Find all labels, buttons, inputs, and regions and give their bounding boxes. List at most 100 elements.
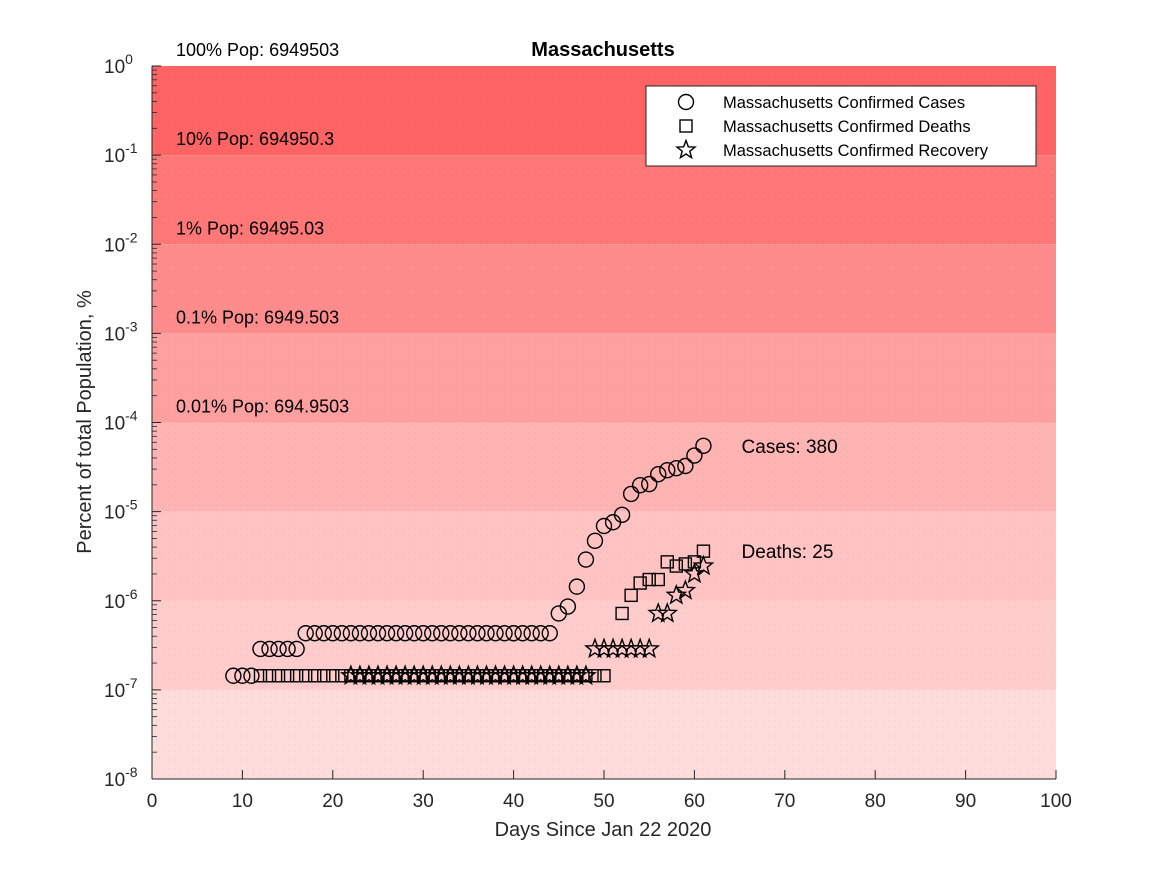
star-marker bbox=[638, 637, 661, 659]
square-marker bbox=[253, 669, 268, 683]
data-annotation: Deaths: 25 bbox=[742, 542, 834, 563]
legend: Massachusetts Confirmed Cases Massachuset… bbox=[645, 85, 1037, 167]
y-tick-label: 10-4 bbox=[104, 408, 138, 435]
annotations: Cases: 380 Deaths: 25 bbox=[742, 437, 838, 563]
x-axis-label: Days Since Jan 22 2020 bbox=[495, 819, 712, 841]
circle-marker bbox=[451, 625, 468, 642]
star-marker bbox=[574, 664, 597, 686]
square-marker bbox=[624, 588, 638, 603]
x-axis-ticks: 0 10 20 30 40 50 60 70 80 90 100 bbox=[147, 770, 1072, 812]
x-tick-label: 80 bbox=[865, 791, 886, 812]
legend-box bbox=[645, 85, 1037, 167]
y-tick-label: 10-5 bbox=[104, 497, 138, 524]
circle-marker bbox=[324, 625, 341, 642]
population-band-label: 0.01% Pop: 694.9503 bbox=[176, 397, 349, 417]
x-tick-label: 10 bbox=[232, 791, 253, 812]
data-annotation: Cases: 380 bbox=[742, 437, 838, 458]
x-tick-label: 60 bbox=[684, 791, 705, 812]
chart-title: Massachusetts bbox=[531, 39, 674, 61]
circle-marker bbox=[225, 667, 242, 684]
circle-marker bbox=[559, 598, 577, 615]
circle-marker bbox=[695, 437, 712, 455]
circle-marker bbox=[297, 625, 314, 642]
y-tick-label: 100 bbox=[104, 51, 133, 78]
x-tick-label: 40 bbox=[503, 791, 524, 812]
circle-marker bbox=[622, 485, 640, 503]
x-tick-label: 0 bbox=[147, 791, 158, 812]
series-star bbox=[339, 554, 715, 686]
circle-marker bbox=[405, 625, 423, 642]
square-marker bbox=[308, 669, 322, 683]
circle-marker bbox=[487, 625, 504, 642]
circle-marker bbox=[496, 625, 513, 642]
x-tick-label: 100 bbox=[1040, 791, 1072, 812]
circle-marker bbox=[586, 532, 604, 550]
data-series bbox=[225, 437, 715, 686]
circle-marker bbox=[469, 625, 486, 642]
x-tick-label: 70 bbox=[774, 791, 795, 812]
population-band-label: 1% Pop: 69495.03 bbox=[176, 218, 324, 238]
square-marker bbox=[660, 555, 674, 569]
population-band-texture bbox=[152, 689, 1056, 779]
circle-marker bbox=[351, 625, 369, 642]
circle-marker bbox=[243, 667, 260, 684]
square-marker bbox=[588, 669, 602, 683]
y-tick-label: 10-7 bbox=[104, 675, 138, 702]
square-marker bbox=[615, 606, 629, 621]
population-band-label: 100% Pop: 6949503 bbox=[176, 40, 339, 60]
population-band-texture bbox=[152, 155, 1056, 245]
circle-marker bbox=[342, 625, 360, 642]
circle-marker bbox=[396, 625, 414, 642]
series-circle bbox=[225, 437, 712, 684]
circle-marker bbox=[378, 625, 396, 642]
square-marker bbox=[678, 557, 693, 571]
legend-square-marker bbox=[679, 119, 693, 133]
y-tick-label: 10-2 bbox=[104, 229, 138, 256]
population-band-texture bbox=[152, 244, 1056, 334]
square-marker bbox=[335, 669, 349, 683]
circle-marker bbox=[252, 640, 269, 658]
circle-marker bbox=[568, 578, 586, 595]
y-axis-label: Percent of total Population, % bbox=[74, 290, 96, 554]
square-marker bbox=[326, 669, 340, 683]
y-tick-label: 10-1 bbox=[104, 140, 138, 167]
circle-marker bbox=[514, 625, 531, 642]
circle-marker bbox=[460, 625, 477, 642]
circle-marker bbox=[613, 506, 631, 524]
star-marker bbox=[656, 601, 679, 623]
square-marker bbox=[280, 669, 295, 683]
legend-circle-marker bbox=[677, 93, 695, 111]
y-tick-label: 10-6 bbox=[104, 586, 138, 613]
circle-marker bbox=[523, 625, 540, 642]
circle-marker bbox=[315, 625, 332, 642]
population-band-labels: 100% Pop: 6949503 10% Pop: 694950.3 1% Pop… bbox=[176, 40, 349, 417]
circle-marker bbox=[532, 625, 549, 642]
star-marker bbox=[674, 579, 697, 600]
star-marker bbox=[692, 554, 715, 576]
circle-marker bbox=[288, 640, 305, 658]
circle-marker bbox=[631, 476, 649, 494]
square-marker bbox=[633, 576, 647, 590]
legend-star-marker bbox=[675, 138, 697, 160]
x-tick-label: 30 bbox=[413, 791, 434, 812]
y-tick-label: 10-3 bbox=[104, 318, 138, 345]
circle-marker bbox=[234, 667, 251, 684]
y-axis-ticks: 10-8 10-7 10-6 10-5 10-4 10-3 10-2 10-1 100 bbox=[104, 51, 161, 791]
x-tick-label: 20 bbox=[322, 791, 343, 812]
population-band-texture bbox=[152, 422, 1056, 512]
population-band-texture bbox=[152, 333, 1056, 423]
circle-marker bbox=[641, 475, 658, 493]
square-marker bbox=[289, 669, 304, 683]
population-bands bbox=[152, 66, 1056, 779]
star-marker bbox=[665, 583, 688, 605]
circle-marker bbox=[595, 517, 613, 535]
circle-marker bbox=[333, 625, 351, 642]
circle-marker bbox=[270, 640, 287, 658]
circle-marker bbox=[424, 625, 441, 642]
square-marker bbox=[651, 572, 665, 587]
circle-marker bbox=[360, 625, 378, 642]
square-marker bbox=[262, 669, 277, 683]
circle-marker bbox=[668, 460, 685, 477]
population-band-texture bbox=[152, 511, 1056, 601]
circle-marker bbox=[306, 625, 323, 642]
